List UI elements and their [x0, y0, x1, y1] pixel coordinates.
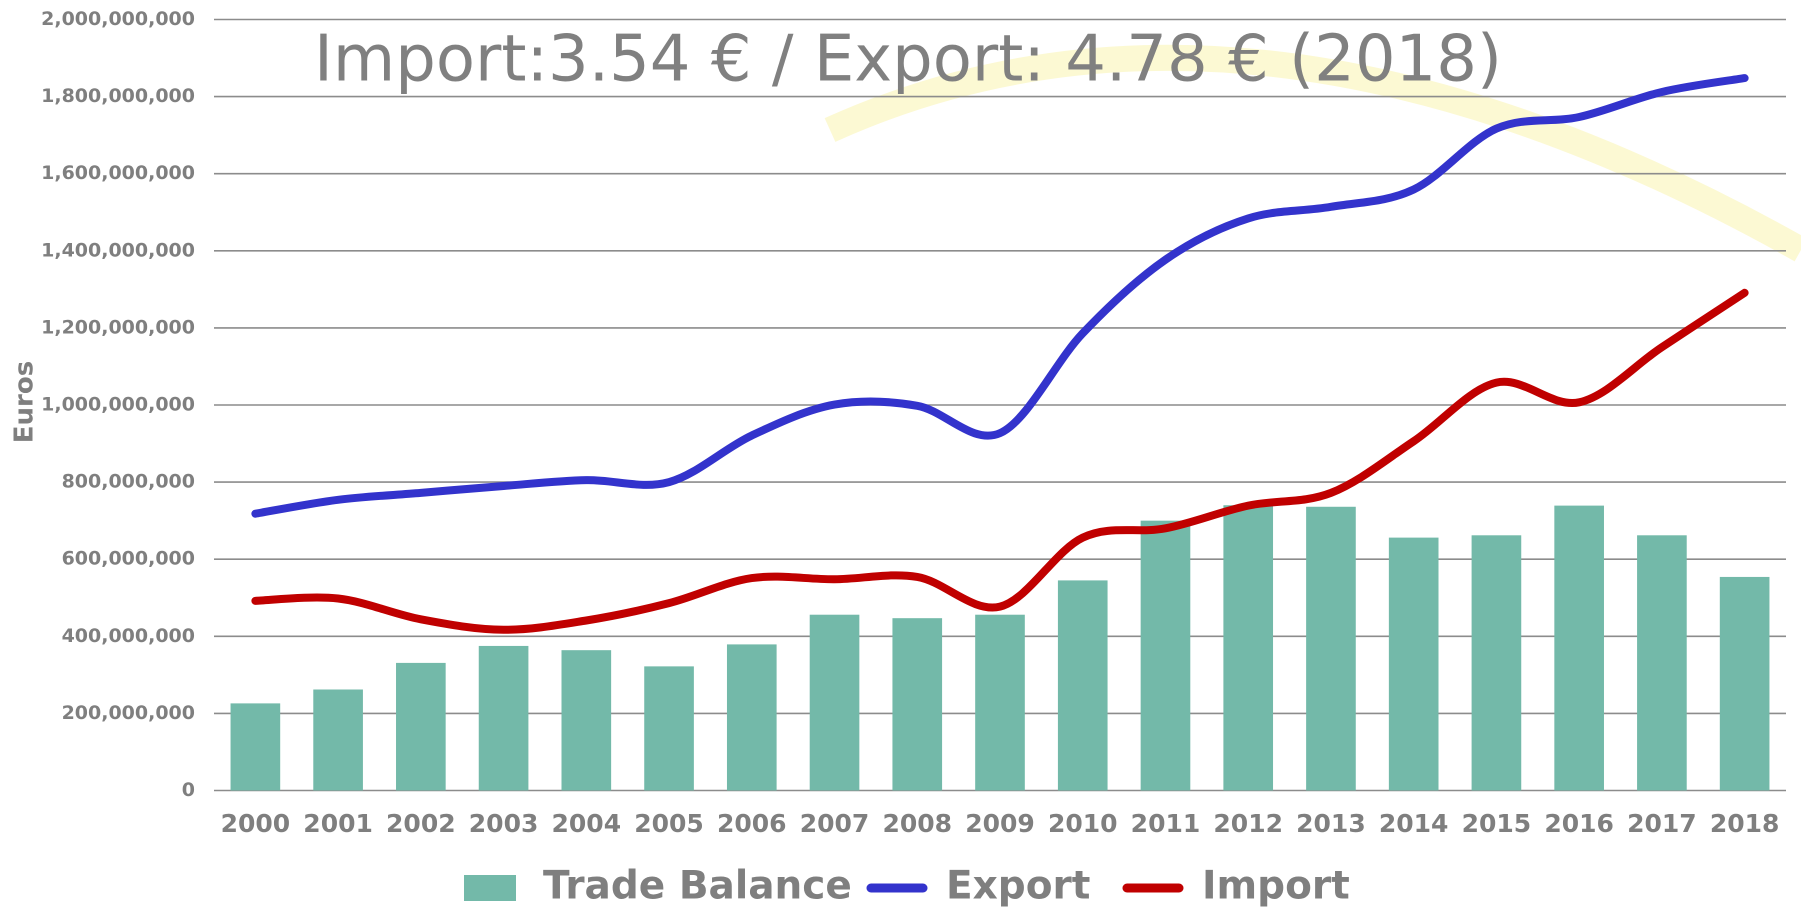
bar	[561, 650, 611, 790]
y-tick-label: 0	[182, 779, 195, 801]
bar	[313, 689, 363, 790]
y-tick-label: 1,400,000,000	[41, 239, 195, 261]
x-tick-label: 2008	[882, 809, 952, 838]
x-tick-label: 2002	[386, 809, 456, 838]
x-tick-label: 2014	[1379, 809, 1449, 838]
y-tick-label: 600,000,000	[62, 548, 195, 570]
bar	[1472, 535, 1522, 790]
x-tick-label: 2005	[634, 809, 704, 838]
x-tick-label: 2017	[1627, 809, 1697, 838]
bar	[810, 615, 860, 791]
bar	[892, 618, 942, 790]
bar	[1306, 507, 1356, 791]
legend-label: Export	[946, 864, 1090, 909]
y-tick-label: 2,000,000,000	[41, 8, 195, 30]
bars	[231, 505, 1770, 790]
bar	[1554, 506, 1604, 791]
x-tick-label: 2018	[1710, 809, 1780, 838]
y-axis-label: Euros	[10, 361, 40, 443]
bar	[231, 703, 281, 790]
x-tick-label: 2001	[303, 809, 373, 838]
x-tick-label: 2010	[1048, 809, 1118, 838]
bar	[1223, 505, 1273, 790]
line	[255, 293, 1744, 630]
chart: Import:3.54 € / Export: 4.78 € (2018) Eu…	[0, 0, 1801, 909]
bar	[1141, 521, 1191, 791]
y-tick-label: 200,000,000	[62, 702, 195, 724]
legend-swatch	[464, 875, 516, 901]
x-tick-label: 2011	[1131, 809, 1201, 838]
y-tick-label: 1,800,000,000	[41, 85, 195, 107]
bar	[1389, 538, 1439, 791]
bar	[727, 644, 777, 790]
bar	[479, 646, 529, 791]
x-tick-label: 2009	[965, 809, 1035, 838]
x-tick-label: 2015	[1462, 809, 1532, 838]
x-tick-label: 2004	[552, 809, 622, 838]
chart-title: Import:3.54 € / Export: 4.78 € (2018)	[314, 23, 1502, 97]
line	[255, 78, 1744, 514]
legend-label: Trade Balance	[543, 864, 852, 909]
legend-label: Import	[1202, 864, 1350, 909]
bar	[644, 666, 694, 790]
x-tick-label: 2000	[221, 809, 291, 838]
x-tick-label: 2006	[717, 809, 787, 838]
y-tick-label: 1,200,000,000	[41, 316, 195, 338]
x-tick-label: 2007	[800, 809, 870, 838]
bar	[1720, 577, 1770, 791]
legend: Trade Balance Export Import	[464, 864, 1350, 909]
x-tick-label: 2003	[469, 809, 539, 838]
x-tick-label: 2016	[1544, 809, 1614, 838]
bar	[1637, 535, 1687, 790]
bar	[975, 615, 1025, 791]
y-tick-label: 400,000,000	[62, 625, 195, 647]
y-tick-label: 1,000,000,000	[41, 394, 195, 416]
lines	[255, 78, 1744, 630]
x-tick-label: 2012	[1213, 809, 1283, 838]
x-tick-label: 2013	[1296, 809, 1366, 838]
bar	[1058, 580, 1108, 790]
y-tick-label: 800,000,000	[62, 471, 195, 493]
y-tick-label: 1,600,000,000	[41, 162, 195, 184]
bar	[396, 663, 446, 791]
